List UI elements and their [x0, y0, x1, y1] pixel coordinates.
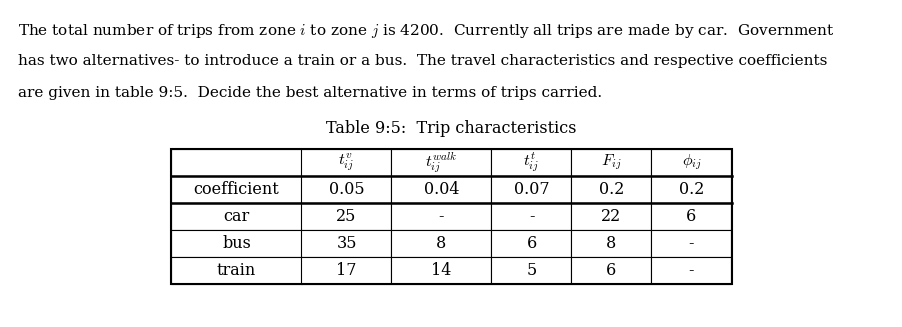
Bar [301, 257, 391, 284]
Bar [571, 230, 650, 257]
Text: 5: 5 [526, 262, 536, 279]
Bar [391, 149, 491, 176]
Text: 8: 8 [606, 235, 616, 252]
Text: -: - [438, 208, 444, 225]
Text: coefficient: coefficient [193, 181, 279, 198]
Bar [391, 230, 491, 257]
Text: The total number of trips from zone $i$ to zone $j$ is 4200.  Currently all trip: The total number of trips from zone $i$ … [18, 22, 833, 40]
Bar [391, 176, 491, 203]
Text: 0.2: 0.2 [598, 181, 623, 198]
Text: $\phi_{ij}$: $\phi_{ij}$ [681, 153, 701, 172]
Bar [571, 176, 650, 203]
Text: -: - [688, 235, 694, 252]
Bar [171, 176, 301, 203]
Bar [491, 149, 571, 176]
Bar [171, 203, 301, 230]
Text: $t^{walk}_{ij}$: $t^{walk}_{ij}$ [425, 150, 457, 175]
Bar [650, 176, 731, 203]
Bar [650, 149, 731, 176]
Text: 35: 35 [336, 235, 356, 252]
Bar [301, 149, 391, 176]
Text: -: - [688, 262, 694, 279]
Bar [491, 230, 571, 257]
Text: train: train [216, 262, 256, 279]
Text: 0.05: 0.05 [328, 181, 364, 198]
Text: 6: 6 [526, 235, 536, 252]
Text: 6: 6 [686, 208, 695, 225]
Bar [301, 203, 391, 230]
Text: car: car [223, 208, 249, 225]
Text: 25: 25 [336, 208, 356, 225]
Text: bus: bus [222, 235, 251, 252]
Text: 6: 6 [606, 262, 616, 279]
Bar [650, 203, 731, 230]
Bar [650, 257, 731, 284]
Bar [171, 149, 731, 284]
Text: has two alternatives- to introduce a train or a bus.  The travel characteristics: has two alternatives- to introduce a tra… [18, 54, 826, 68]
Bar [391, 257, 491, 284]
Text: 0.07: 0.07 [513, 181, 548, 198]
Bar [571, 149, 650, 176]
Text: 0.2: 0.2 [678, 181, 704, 198]
Text: $t^t_{ij}$: $t^t_{ij}$ [523, 151, 538, 174]
Bar [391, 203, 491, 230]
Bar [571, 203, 650, 230]
Bar [491, 176, 571, 203]
Bar [491, 203, 571, 230]
Bar [650, 230, 731, 257]
Bar [301, 230, 391, 257]
Text: $t^v_{ij}$: $t^v_{ij}$ [338, 152, 354, 173]
Bar [171, 149, 301, 176]
Bar [171, 230, 301, 257]
Text: 22: 22 [601, 208, 621, 225]
Text: are given in table 9:5.  Decide the best alternative in terms of trips carried.: are given in table 9:5. Decide the best … [18, 86, 602, 100]
Text: Table 9:5:  Trip characteristics: Table 9:5: Trip characteristics [326, 120, 576, 137]
Bar [491, 257, 571, 284]
Text: 0.04: 0.04 [423, 181, 459, 198]
Bar [301, 176, 391, 203]
Text: 17: 17 [336, 262, 356, 279]
Text: -: - [529, 208, 534, 225]
Bar [571, 257, 650, 284]
Bar [171, 257, 301, 284]
Text: 8: 8 [436, 235, 446, 252]
Text: 14: 14 [431, 262, 451, 279]
Text: $F_{ij}$: $F_{ij}$ [601, 153, 621, 172]
